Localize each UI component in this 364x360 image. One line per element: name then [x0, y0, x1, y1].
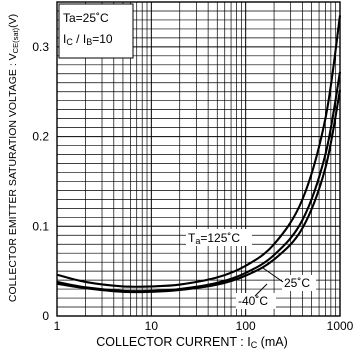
- y-tick-label: 0.3: [32, 40, 49, 54]
- condition-ta: Ta=25˚C: [63, 11, 109, 25]
- grid: [57, 2, 340, 316]
- conditions-box: [58, 3, 134, 59]
- series-line: [56, 89, 342, 294]
- series-label-25c: 25˚C: [284, 276, 310, 290]
- leader-minus40c: [254, 283, 268, 297]
- x-tick-label: 1: [54, 319, 61, 333]
- x-tick-label: 10: [145, 319, 159, 333]
- label-bg-40: [236, 293, 276, 309]
- x-tick-label: 100: [236, 319, 256, 333]
- leader-25c: [262, 267, 284, 283]
- x-tick-label: 1000: [327, 319, 354, 333]
- label-bg-25: [282, 275, 316, 291]
- y-tick-label: 0.2: [32, 130, 49, 144]
- series-label-125c: Ta=125˚C: [188, 231, 240, 246]
- y-tick-label: 0: [42, 309, 49, 323]
- series-label-minus40c: -40˚C: [238, 294, 268, 308]
- tick-labels: 1 10 100 1000 0 0.1 0.2 0.3: [32, 40, 353, 333]
- plot-frame: [56, 1, 341, 317]
- y-axis-title: COLLECTOR EMITTER SATURATION VOLTAGE : V…: [7, 14, 20, 302]
- series-line: [56, 15, 342, 288]
- label-bg-125: [186, 229, 252, 246]
- y-tick-label: 0.1: [32, 219, 49, 233]
- x-axis-title: COLLECTOR CURRENT : IC (mA): [96, 335, 288, 350]
- condition-ratio: IC / IB=10: [63, 32, 113, 47]
- series-layer: [56, 15, 342, 294]
